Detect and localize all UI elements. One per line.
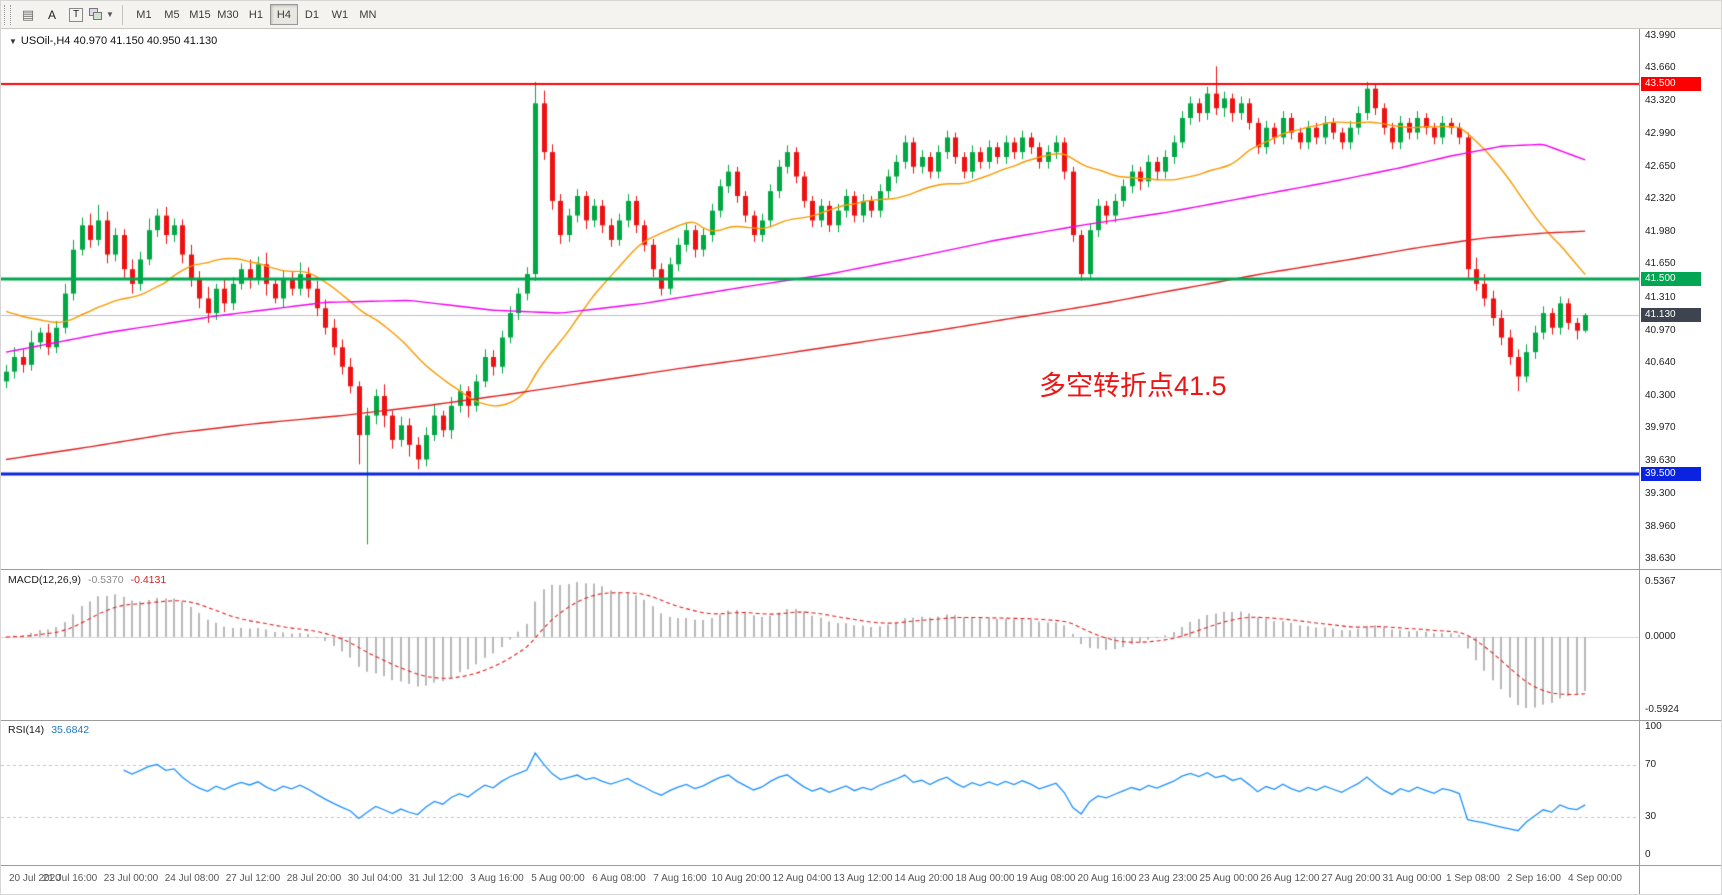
rsi-panel — [1, 721, 1639, 865]
macd-canvas[interactable] — [1, 570, 1639, 720]
toolbar-separator — [121, 4, 123, 25]
price-axis-tick: 40.300 — [1645, 390, 1676, 402]
price-line-badge: 41.130 — [1641, 308, 1701, 323]
rsi-name: RSI(14) — [8, 724, 45, 736]
price-axis-tick: 39.970 — [1645, 422, 1676, 434]
time-axis-label: 13 Aug 12:00 — [833, 873, 893, 884]
time-axis-label: 4 Sep 00:00 — [1568, 873, 1622, 884]
macd-axis-tick: 0.5367 — [1645, 576, 1676, 587]
timeframe-h4-button[interactable]: H4 — [269, 4, 298, 25]
macd-main-value: -0.5370 — [87, 574, 124, 586]
timeframe-m5-button[interactable]: M5 — [158, 4, 186, 25]
letter-a-icon: A — [47, 7, 56, 22]
price-axis-tick: 43.660 — [1645, 62, 1676, 74]
time-axis-label: 6 Aug 08:00 — [592, 873, 646, 884]
chevron-down-icon: ▼ — [106, 10, 114, 19]
time-axis[interactable]: 20 Jul 2020 21 Jul 16:00 23 Jul 00:00 24 Ju… — [1, 866, 1639, 894]
shapes-dropdown-button[interactable]: ▼ — [88, 4, 115, 26]
timeframe-m15-button[interactable]: M15 — [186, 4, 214, 25]
time-axis-label: 30 Jul 04:00 — [347, 873, 403, 884]
rsi-axis-tick: 100 — [1645, 721, 1662, 732]
price-axis-tick: 40.970 — [1645, 324, 1676, 336]
time-axis-label: 21 Jul 16:00 — [42, 873, 98, 884]
rsi-label: RSI(14) 35.6842 — [8, 724, 89, 736]
time-axis-label: 31 Aug 00:00 — [1382, 873, 1442, 884]
letter-t-icon: T — [68, 7, 84, 22]
time-axis-label: 18 Aug 00:00 — [955, 873, 1015, 884]
price-axis-tick: 41.310 — [1645, 291, 1676, 303]
toolbar-grip[interactable] — [4, 4, 11, 25]
time-axis-label: 25 Aug 00:00 — [1199, 873, 1259, 884]
time-axis-label: 27 Aug 20:00 — [1321, 873, 1381, 884]
macd-panel — [1, 570, 1639, 720]
price-axis-tick: 42.990 — [1645, 127, 1676, 139]
text-annotation-button[interactable]: A — [40, 4, 64, 26]
time-axis-label: 24 Jul 08:00 — [164, 873, 220, 884]
price-axis-tick: 42.320 — [1645, 192, 1676, 204]
panel-divider[interactable] — [1, 865, 1721, 866]
price-axis-tick: 42.650 — [1645, 160, 1676, 172]
text-box-button[interactable]: T — [64, 4, 88, 26]
price-axis-tick: 39.300 — [1645, 487, 1676, 499]
price-line-badge: 39.500 — [1641, 467, 1701, 482]
price-line-badge: 41.500 — [1641, 271, 1701, 286]
time-axis-label: 3 Aug 16:00 — [470, 873, 524, 884]
symbol-ohlc-text: USOil-,H4 40.970 41.150 40.950 41.130 — [20, 35, 218, 47]
main-chart-panel — [1, 29, 1639, 569]
price-axis-tick: 43.320 — [1645, 95, 1676, 107]
time-axis-label: 7 Aug 16:00 — [653, 873, 707, 884]
panel-divider[interactable] — [1, 720, 1721, 721]
time-axis-label: 12 Aug 04:00 — [772, 873, 832, 884]
timeframe-d1-button[interactable]: D1 — [298, 4, 326, 25]
time-axis-label: 23 Jul 00:00 — [103, 873, 159, 884]
time-axis-label: 31 Jul 12:00 — [408, 873, 464, 884]
chart-list-icon: ▤ — [21, 6, 35, 22]
dropdown-triangle-icon: ▼ — [9, 36, 17, 46]
time-axis-label: 19 Aug 08:00 — [1016, 873, 1076, 884]
price-axis-tick: 43.990 — [1645, 30, 1676, 41]
shapes-icon — [89, 8, 103, 21]
rsi-value: 35.6842 — [51, 724, 90, 736]
rsi-canvas[interactable] — [1, 721, 1639, 865]
price-axis-tick: 41.650 — [1645, 258, 1676, 270]
macd-label: MACD(12,26,9) -0.5370 -0.4131 — [8, 574, 166, 586]
timeframe-w1-button[interactable]: W1 — [326, 4, 354, 25]
macd-axis-tick: 0.0000 — [1645, 630, 1676, 642]
time-axis-label: 20 Aug 16:00 — [1077, 873, 1137, 884]
time-axis-label: 20 Jul 2020 — [9, 873, 61, 884]
time-axis-label: 23 Aug 23:00 — [1138, 873, 1198, 884]
time-axis-label: 10 Aug 20:00 — [711, 873, 771, 884]
time-axis-label: 1 Sep 08:00 — [1446, 873, 1500, 884]
price-line-badge: 43.500 — [1641, 76, 1701, 91]
symbol-title: ▼ USOil-,H4 40.970 41.150 40.950 41.130 — [9, 35, 217, 47]
price-axis[interactable]: 43.990 43.660 43.320 42.990 42.650 42.320 41.9… — [1639, 29, 1721, 894]
chart-list-button[interactable]: ▤ — [16, 4, 40, 26]
timeframe-m1-button[interactable]: M1 — [130, 4, 158, 25]
chart-annotation-text: 多空转折点41.5 — [1039, 371, 1227, 401]
timeframe-h1-button[interactable]: H1 — [242, 4, 270, 25]
time-axis-label: 27 Jul 12:00 — [225, 873, 281, 884]
time-axis-label: 2 Sep 16:00 — [1507, 873, 1561, 884]
timeframe-mn-button[interactable]: MN — [354, 4, 382, 25]
macd-name: MACD(12,26,9) — [8, 574, 81, 586]
time-axis-label: 28 Jul 20:00 — [286, 873, 342, 884]
price-axis-tick: 38.630 — [1645, 553, 1676, 564]
price-axis-tick: 39.630 — [1645, 455, 1676, 467]
price-axis-tick: 38.960 — [1645, 520, 1676, 532]
timeframe-m30-button[interactable]: M30 — [214, 4, 242, 25]
time-axis-label: 5 Aug 00:00 — [531, 873, 585, 884]
macd-signal-value: -0.4131 — [130, 574, 167, 586]
rsi-axis-tick: 0 — [1645, 849, 1651, 860]
time-axis-label: 26 Aug 12:00 — [1260, 873, 1320, 884]
time-axis-label: 14 Aug 20:00 — [894, 873, 954, 884]
rsi-axis-tick: 70 — [1645, 759, 1657, 771]
price-axis-tick: 40.640 — [1645, 356, 1676, 368]
main-chart-canvas[interactable] — [1, 29, 1639, 569]
toolbar: ▤ A T ▼ M1 M5 M15 M30 H1 H4 D1 W1 MN — [1, 1, 1721, 29]
price-axis-tick: 41.980 — [1645, 226, 1676, 238]
macd-axis-tick: -0.5924 — [1645, 704, 1679, 715]
panel-divider[interactable] — [1, 569, 1721, 570]
rsi-axis-tick: 30 — [1645, 810, 1657, 822]
